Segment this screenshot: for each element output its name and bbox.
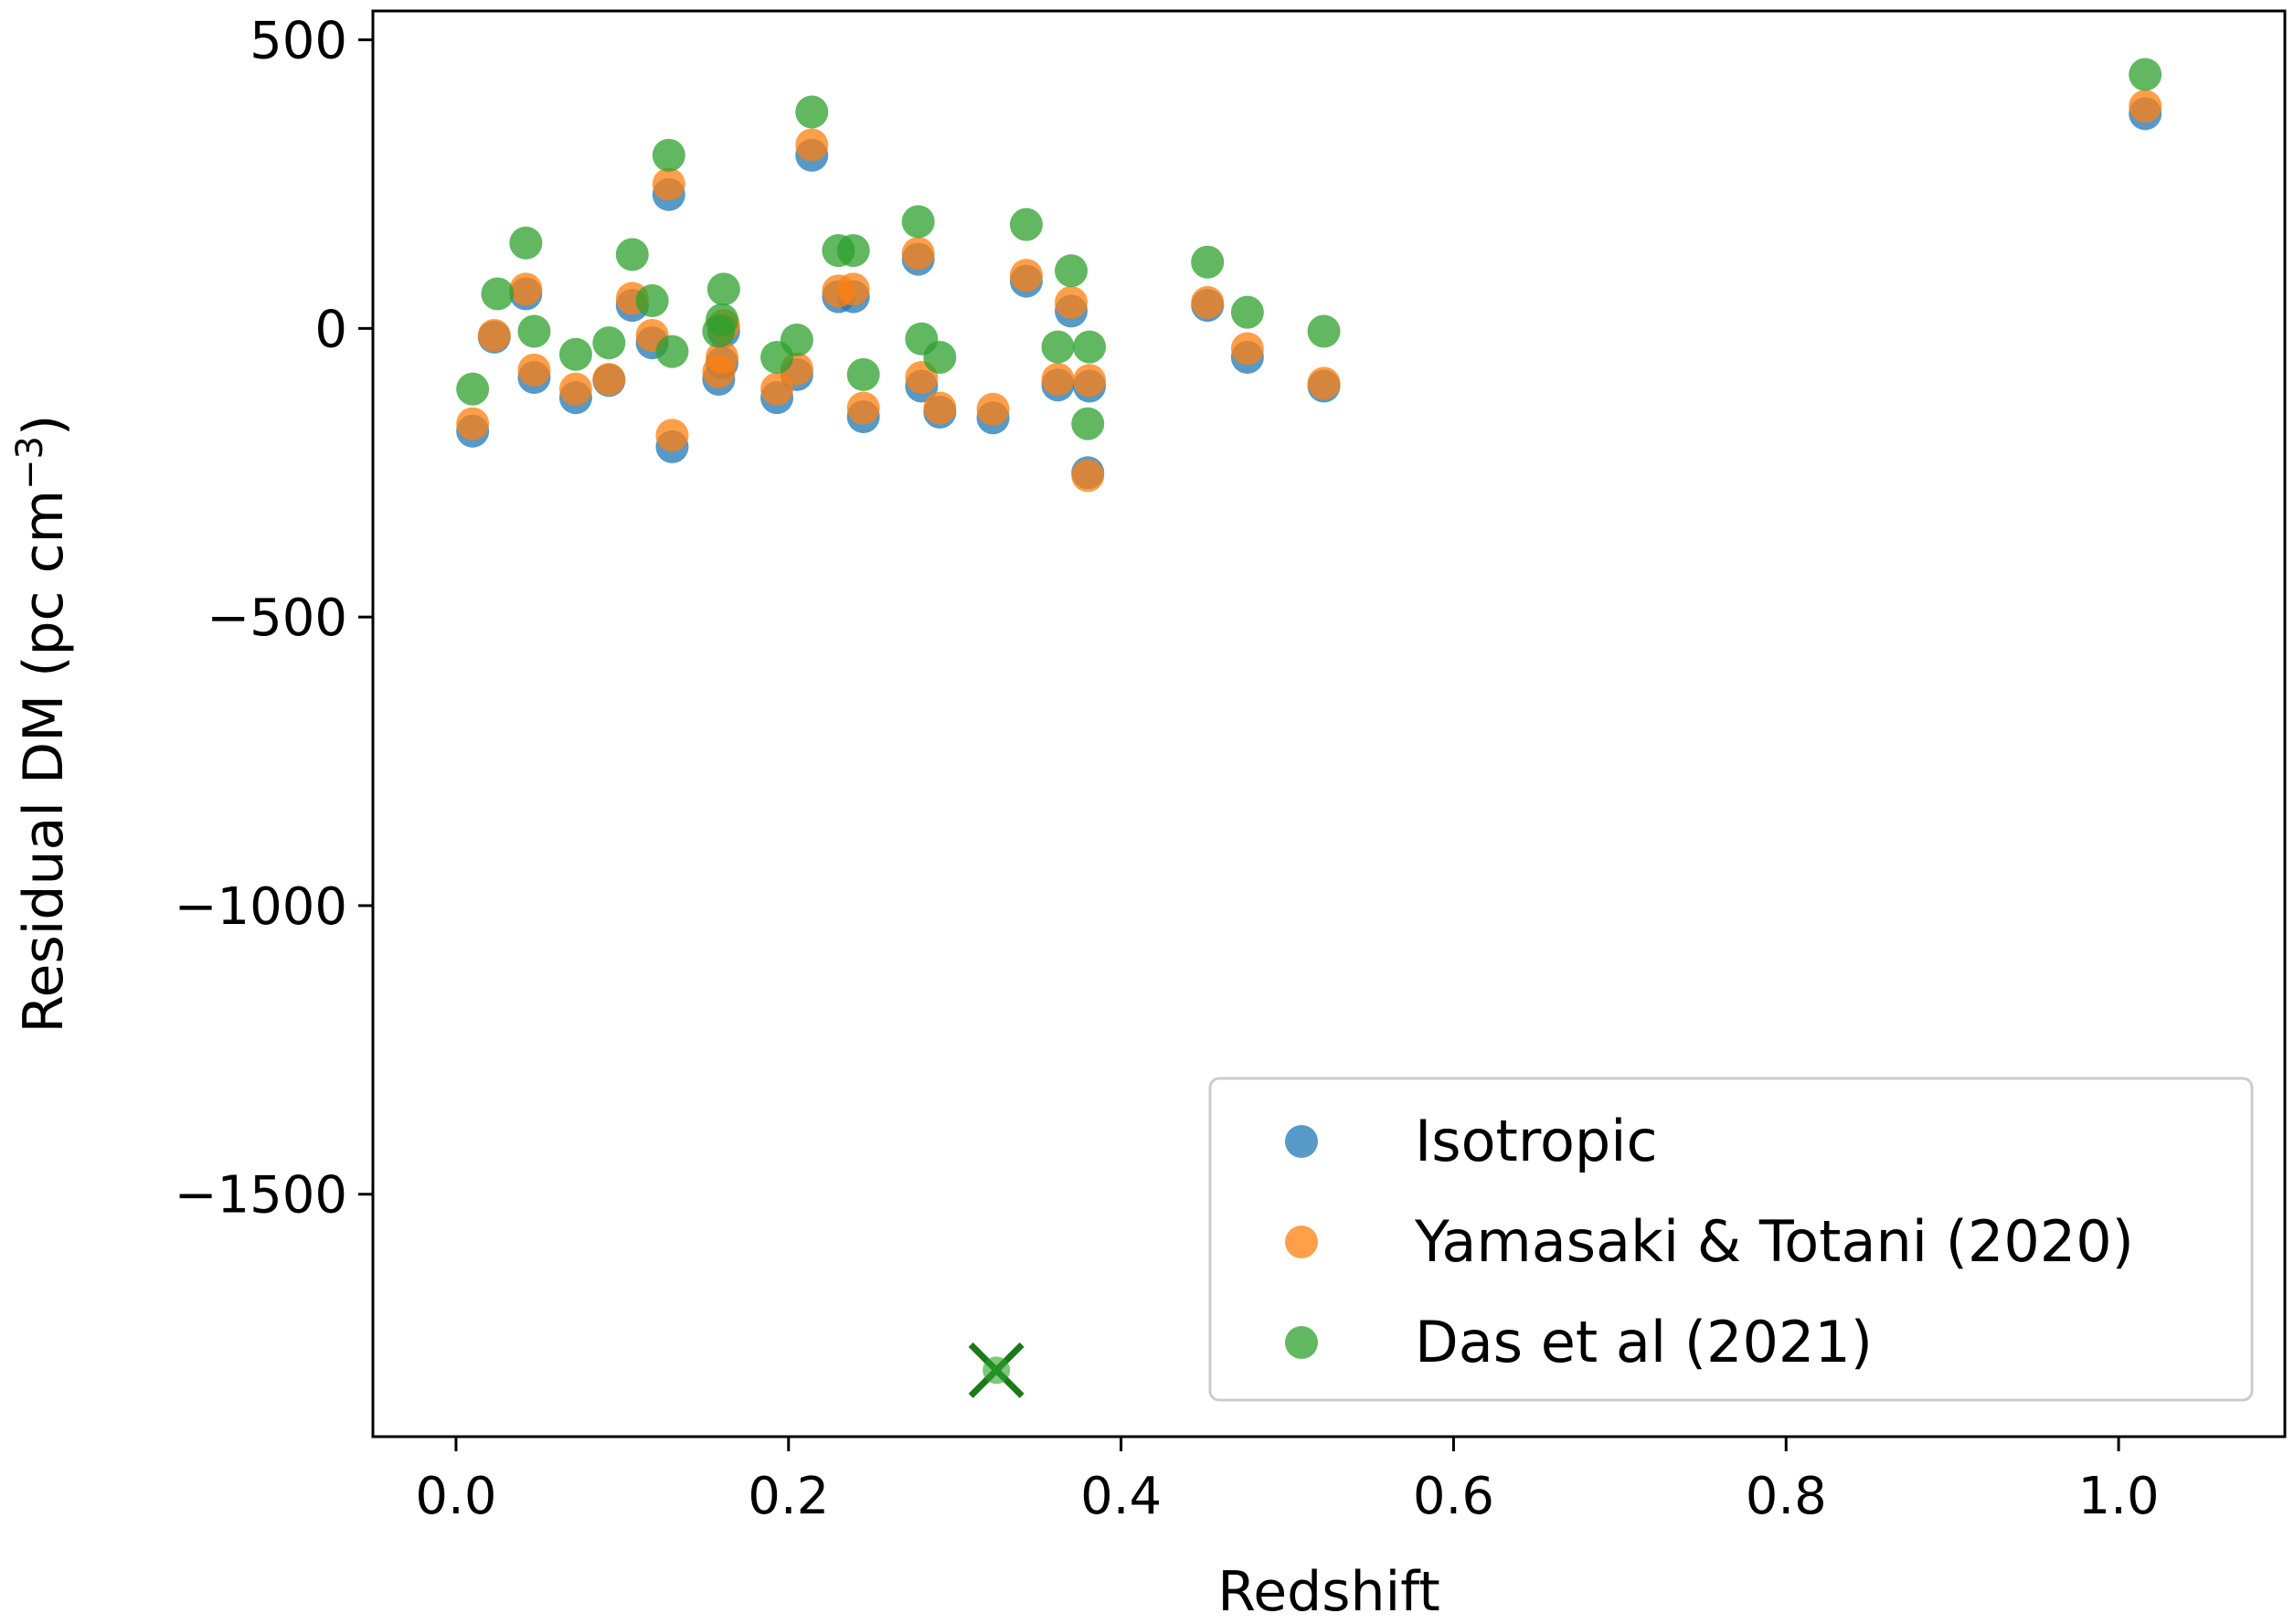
- data-point: [655, 334, 689, 368]
- data-point: [795, 128, 829, 162]
- data-point: [1191, 285, 1225, 319]
- data-point: [706, 272, 740, 306]
- data-point: [635, 284, 669, 318]
- legend-label-yamasaki-totani: Yamasaki & Totani (2020): [1414, 1208, 2134, 1275]
- data-point: [1073, 364, 1107, 398]
- data-point: [1071, 459, 1105, 493]
- data-point: [481, 277, 515, 311]
- legend-label-das-et-al: Das et al (2021): [1415, 1309, 1873, 1375]
- data-point: [1230, 295, 1264, 329]
- x-tick-label: 0.2: [748, 1467, 829, 1526]
- data-point: [795, 95, 829, 129]
- x-tick-label: 0.8: [1746, 1467, 1827, 1526]
- legend: Isotropic Yamasaki & Totani (2020) Das e…: [1208, 1077, 2254, 1402]
- data-point: [1307, 366, 1341, 400]
- y-axis-label: Residual DM (pc cm−3): [9, 415, 76, 1034]
- data-point: [1009, 259, 1043, 292]
- series-das-et-al-2021: [456, 58, 2162, 440]
- data-point: [923, 391, 957, 425]
- y-tick-label: 0: [314, 300, 347, 359]
- data-point: [706, 340, 739, 374]
- data-point: [615, 238, 649, 271]
- data-point: [477, 318, 511, 352]
- y-axis-ticks: 500 0 −500 −1000 −1500: [175, 12, 373, 1226]
- data-point: [780, 324, 813, 356]
- x-tick-label: 0.6: [1413, 1467, 1494, 1526]
- data-point: [901, 205, 935, 239]
- x-axis-label: Redshift: [1217, 1560, 1440, 1624]
- x-tick-label: 0.0: [415, 1467, 496, 1526]
- data-point: [836, 272, 870, 306]
- data-point: [1041, 330, 1075, 364]
- plot-frame: [371, 9, 2287, 1438]
- data-point: [517, 353, 551, 387]
- data-point: [1191, 245, 1225, 279]
- data-point: [456, 372, 490, 406]
- data-point: [456, 407, 490, 440]
- x-tick-label: 1.0: [2078, 1467, 2160, 1526]
- data-point: [1307, 314, 1341, 348]
- outlier-x-marker: [968, 1342, 1025, 1398]
- y-axis-label-close: ): [12, 415, 76, 436]
- legend-label-isotropic: Isotropic: [1415, 1108, 1658, 1174]
- data-point: [760, 372, 794, 406]
- data-point: [655, 419, 689, 452]
- data-point: [2129, 90, 2162, 123]
- data-point: [2129, 58, 2162, 91]
- legend-marker-das-et-al: [1285, 1326, 1318, 1359]
- data-point: [1009, 207, 1043, 241]
- data-point: [592, 326, 626, 360]
- data-point: [706, 303, 739, 336]
- y-tick-label: −500: [207, 589, 347, 648]
- data-point: [558, 337, 592, 371]
- x-axis-ticks: 0.0 0.2 0.4 0.6 0.8 1.0: [415, 1437, 2160, 1526]
- y-tick-label: −1000: [175, 877, 347, 937]
- data-point: [1230, 332, 1264, 366]
- data-point: [923, 340, 957, 374]
- data-point: [976, 392, 1010, 426]
- data-point: [652, 138, 685, 172]
- data-point: [558, 372, 592, 406]
- data-point: [1041, 362, 1075, 396]
- data-point: [1055, 285, 1089, 319]
- y-axis-label-main: Residual DM (pc cm: [12, 490, 76, 1034]
- data-point: [592, 362, 626, 396]
- y-axis-label-exponent: −3: [9, 436, 51, 490]
- data-point: [509, 226, 543, 260]
- data-point: [517, 314, 551, 348]
- data-point: [846, 391, 880, 425]
- legend-marker-isotropic: [1285, 1125, 1318, 1158]
- points-layer: [456, 58, 2162, 1398]
- data-point: [901, 237, 935, 271]
- x-tick-label: 0.4: [1080, 1467, 1162, 1526]
- data-point: [836, 234, 870, 268]
- outlier-data-point: [982, 1356, 1011, 1385]
- data-point: [652, 167, 685, 201]
- data-point: [846, 357, 880, 391]
- data-point: [1071, 407, 1105, 440]
- legend-marker-yamasaki-totani: [1285, 1226, 1318, 1258]
- data-point: [509, 272, 543, 306]
- data-point: [1073, 330, 1107, 364]
- y-tick-label: 500: [250, 12, 347, 71]
- legend-frame: [1208, 1077, 2254, 1402]
- data-point: [1055, 254, 1089, 288]
- y-tick-label: −1500: [175, 1166, 347, 1226]
